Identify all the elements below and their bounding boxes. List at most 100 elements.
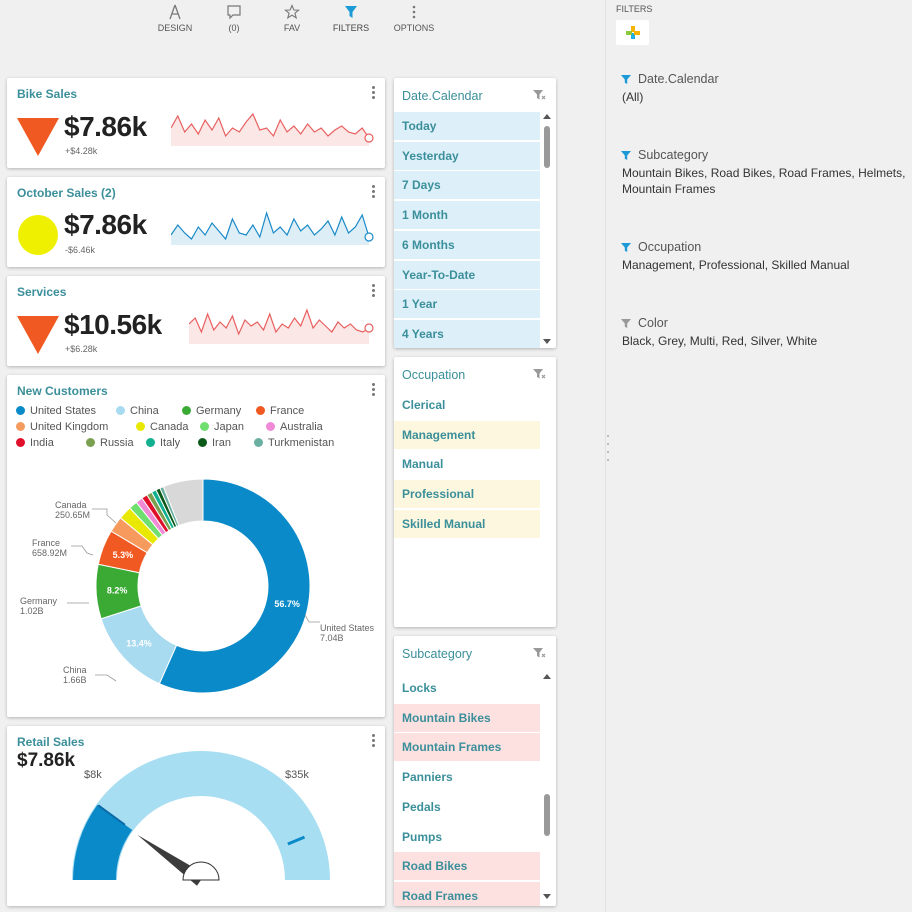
kpi-card-services: Services $10.56k +$6.28k — [7, 276, 385, 366]
subcategory-filter: Subcategory Locks Mountain Bikes Mountain … — [394, 636, 556, 906]
kpi-title: Bike Sales — [17, 87, 78, 101]
donut-slice[interactable] — [162, 478, 204, 527]
legend-item[interactable]: Italy — [146, 437, 180, 449]
legend-item[interactable]: Australia — [266, 421, 323, 433]
filters-panel-title: FILTERS — [616, 4, 653, 14]
filter-item[interactable]: 1 Year — [394, 290, 540, 320]
chart-title: New Customers — [17, 384, 108, 398]
filter-item[interactable]: Pumps — [394, 823, 540, 852]
legend-item[interactable]: Turkmenistan — [254, 437, 334, 449]
filter-item[interactable]: Yesterday — [394, 141, 540, 171]
filter-title: Subcategory — [402, 647, 473, 661]
filter-item[interactable]: Year-To-Date — [394, 260, 540, 290]
panel-filter-name[interactable]: Color — [621, 316, 668, 330]
legend-label: Australia — [280, 421, 323, 433]
clear-filter-icon[interactable] — [532, 368, 546, 380]
filter-item[interactable]: 7 Days — [394, 171, 540, 201]
sparkline-line — [189, 308, 370, 336]
card-menu-icon[interactable] — [370, 86, 376, 102]
legend-swatch — [146, 438, 155, 447]
funnel-icon — [345, 6, 357, 18]
add-filter-button[interactable] — [616, 20, 649, 45]
panel-filter-label: Date.Calendar — [638, 72, 719, 86]
legend-item[interactable]: Iran — [198, 437, 231, 449]
slice-percent-label: 56.7% — [274, 599, 300, 609]
kpi-value: $7.86k — [64, 209, 147, 240]
panel-filter-name[interactable]: Occupation — [621, 240, 701, 254]
filter-item[interactable]: Mountain Frames — [394, 733, 540, 763]
card-menu-icon[interactable] — [370, 284, 376, 300]
filter-item[interactable]: Road Frames — [394, 881, 540, 906]
plus-icon — [626, 26, 640, 39]
filter-item[interactable]: Road Bikes — [394, 852, 540, 882]
filter-item[interactable]: Manual — [394, 450, 540, 480]
filter-item[interactable]: Management — [394, 420, 540, 450]
comment-icon — [227, 5, 241, 20]
legend-label: United Kingdom — [30, 421, 109, 433]
panel-filter-name[interactable]: Subcategory — [621, 148, 708, 162]
panel-filter-name[interactable]: Date.Calendar — [621, 72, 719, 86]
panel-filter-value: Mountain Bikes, Road Bikes, Road Frames,… — [622, 166, 906, 196]
donut-chart: 56.7% 13.4% 8.2% 5.3% — [67, 478, 320, 694]
legend-label: Russia — [100, 437, 134, 449]
legend-item[interactable]: Russia — [86, 437, 134, 449]
callout-value: 658.92M — [32, 548, 68, 558]
scrollbar[interactable] — [542, 112, 552, 346]
filter-item[interactable]: Professional — [394, 480, 540, 510]
legend-swatch — [182, 406, 191, 415]
sparkline-line — [171, 210, 370, 241]
card-menu-icon[interactable] — [370, 734, 376, 750]
legend-label: India — [30, 437, 54, 449]
sparkline-endpoint — [364, 232, 374, 242]
callout-name: Canada — [55, 500, 87, 510]
filter-item[interactable]: Panniers — [394, 763, 540, 793]
callout-china: China 1.66B — [63, 665, 87, 685]
legend-item[interactable]: China — [116, 405, 159, 417]
legend-item[interactable]: United States — [16, 405, 96, 417]
funnel-icon — [621, 151, 631, 160]
star-icon — [284, 4, 300, 20]
filter-item[interactable]: 6 Months — [394, 230, 540, 260]
card-menu-icon[interactable] — [370, 185, 376, 201]
clear-filter-icon[interactable] — [532, 89, 546, 101]
filter-item[interactable]: 1 Month — [394, 201, 540, 231]
legend-item[interactable]: Germany — [182, 405, 241, 417]
filters-button[interactable]: FILTERS — [321, 4, 381, 33]
filter-item[interactable]: Locks — [394, 674, 540, 703]
options-button[interactable]: OPTIONS — [384, 4, 444, 33]
retail-sales-card: Retail Sales $7.86k $8k $35k — [7, 726, 385, 906]
filter-item[interactable]: Clerical — [394, 391, 540, 420]
legend-item[interactable]: India — [16, 437, 54, 449]
kpi-card-bike-sales: Bike Sales $7.86k +$4.28k — [7, 78, 385, 168]
legend-item[interactable]: Canada — [136, 421, 189, 433]
clear-filter-icon[interactable] — [532, 647, 546, 659]
filter-item[interactable]: Today — [394, 112, 540, 141]
legend-item[interactable]: France — [256, 405, 304, 417]
card-menu-icon[interactable] — [370, 383, 376, 399]
gauge-band — [73, 804, 133, 880]
callout-united-states: United States 7.04B — [320, 623, 374, 643]
occupation-filter: Occupation Clerical Management Manual Profe… — [394, 357, 556, 627]
comments-button[interactable]: (0) — [204, 4, 264, 33]
kpi-value: $7.86k — [64, 111, 147, 142]
sparkline — [189, 308, 374, 344]
filter-item[interactable]: 4 Years — [394, 319, 540, 348]
callout-name: China — [63, 665, 87, 675]
favorite-button[interactable]: FAV — [262, 4, 322, 33]
design-button[interactable]: DESIGN — [145, 4, 205, 33]
panel-resize-handle[interactable] — [607, 435, 610, 467]
callout-leader-line — [71, 545, 94, 556]
filter-item[interactable]: Skilled Manual — [394, 509, 540, 539]
legend-swatch — [200, 422, 209, 431]
scrollbar[interactable] — [542, 672, 552, 904]
donut-slice[interactable] — [158, 478, 311, 694]
legend-item[interactable]: United Kingdom — [16, 421, 108, 433]
design-icon — [169, 4, 181, 20]
callout-germany: Germany 1.02B — [20, 596, 57, 616]
filter-item[interactable]: Pedals — [394, 793, 540, 822]
filter-title: Date.Calendar — [402, 89, 483, 103]
legend-item[interactable]: Japan — [200, 421, 244, 433]
filter-item[interactable]: Mountain Bikes — [394, 703, 540, 733]
slice-percent-label: 13.4% — [126, 638, 152, 648]
slice-percent-label: 8.2% — [107, 586, 128, 596]
